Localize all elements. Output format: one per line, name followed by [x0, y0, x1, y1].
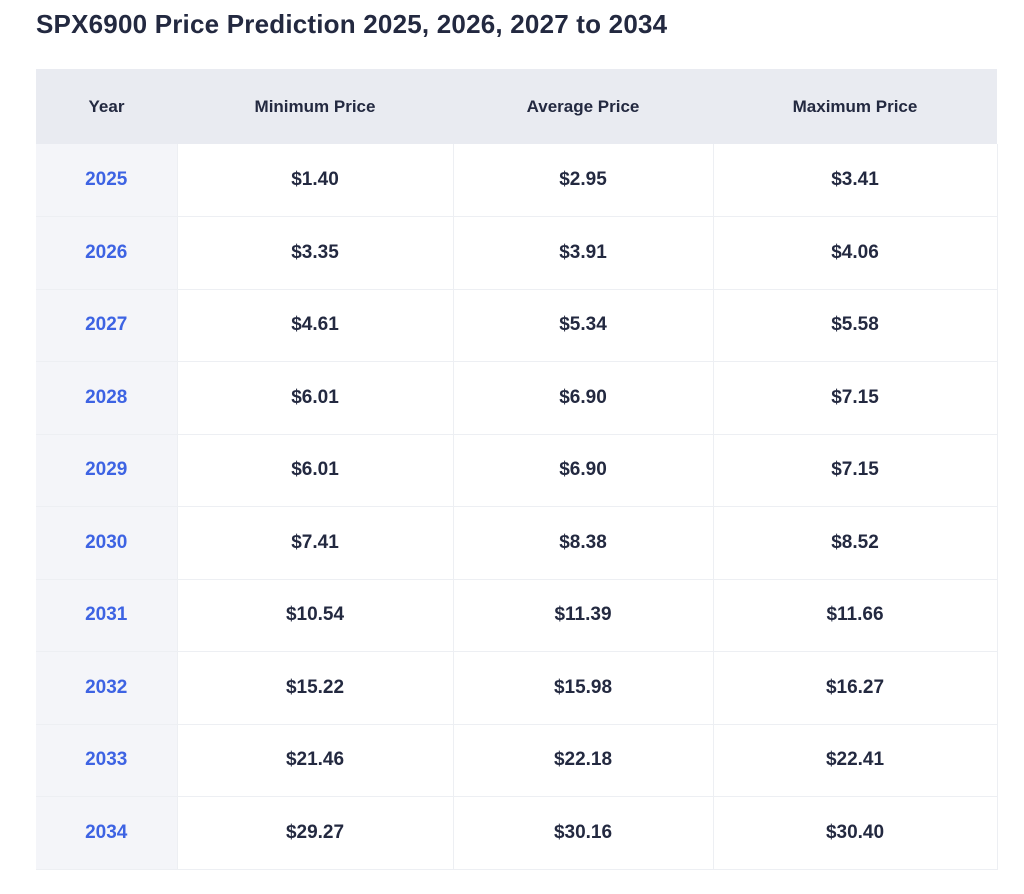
- year-cell: 2032: [36, 651, 178, 725]
- minimum-price-cell: $4.61: [176, 288, 454, 363]
- average-price-cell: $11.39: [452, 578, 714, 653]
- year-cell: 2028: [36, 361, 178, 435]
- table-row: 2030 $7.41 $8.38 $8.52: [36, 506, 998, 580]
- maximum-price-cell: $3.41: [712, 144, 998, 218]
- table-row: 2025 $1.40 $2.95 $3.41: [36, 144, 998, 218]
- year-link[interactable]: 2025: [85, 169, 128, 191]
- maximum-price-cell: $4.06: [712, 216, 998, 290]
- minimum-price-cell: $29.27: [176, 796, 454, 870]
- average-price-cell: $22.18: [452, 723, 714, 798]
- maximum-price-cell: $30.40: [712, 796, 998, 870]
- year-cell: 2033: [36, 723, 178, 798]
- average-price-cell: $2.95: [452, 144, 714, 218]
- maximum-price-cell: $7.15: [712, 361, 998, 435]
- year-cell: 2030: [36, 506, 178, 580]
- col-header-maximum: Maximum Price: [713, 69, 997, 145]
- average-price-cell: $6.90: [452, 433, 714, 508]
- maximum-price-cell: $16.27: [712, 651, 998, 725]
- minimum-price-cell: $10.54: [176, 578, 454, 653]
- table-row: 2031 $10.54 $11.39 $11.66: [36, 578, 998, 653]
- year-link[interactable]: 2026: [85, 241, 128, 263]
- table-row: 2029 $6.01 $6.90 $7.15: [36, 433, 998, 508]
- year-cell: 2031: [36, 578, 178, 653]
- table-row: 2026 $3.35 $3.91 $4.06: [36, 216, 998, 290]
- minimum-price-cell: $6.01: [176, 361, 454, 435]
- year-link[interactable]: 2033: [85, 749, 128, 771]
- table-row: 2034 $29.27 $30.16 $30.40: [36, 796, 998, 870]
- year-link[interactable]: 2029: [85, 459, 128, 481]
- table-row: 2027 $4.61 $5.34 $5.58: [36, 288, 998, 363]
- year-link[interactable]: 2031: [85, 604, 128, 626]
- year-link[interactable]: 2034: [85, 821, 128, 843]
- minimum-price-cell: $3.35: [176, 216, 454, 290]
- minimum-price-cell: $6.01: [176, 433, 454, 508]
- year-link[interactable]: 2027: [85, 314, 128, 336]
- year-cell: 2029: [36, 433, 178, 508]
- table-row: 2028 $6.01 $6.90 $7.15: [36, 361, 998, 435]
- maximum-price-cell: $5.58: [712, 288, 998, 363]
- maximum-price-cell: $22.41: [712, 723, 998, 798]
- average-price-cell: $8.38: [452, 506, 714, 580]
- table-body: 2025 $1.40 $2.95 $3.41 2026 $3.35 $3.91 …: [36, 144, 998, 870]
- year-cell: 2026: [36, 216, 178, 290]
- year-cell: 2034: [36, 796, 178, 870]
- maximum-price-cell: $11.66: [712, 578, 998, 653]
- minimum-price-cell: $21.46: [176, 723, 454, 798]
- col-header-average: Average Price: [453, 69, 713, 145]
- maximum-price-cell: $8.52: [712, 506, 998, 580]
- price-prediction-table: Year Minimum Price Average Price Maximum…: [36, 69, 998, 870]
- year-link[interactable]: 2032: [85, 676, 128, 698]
- average-price-cell: $6.90: [452, 361, 714, 435]
- average-price-cell: $30.16: [452, 796, 714, 870]
- table-row: 2033 $21.46 $22.18 $22.41: [36, 723, 998, 798]
- average-price-cell: $15.98: [452, 651, 714, 725]
- year-cell: 2027: [36, 288, 178, 363]
- average-price-cell: $5.34: [452, 288, 714, 363]
- average-price-cell: $3.91: [452, 216, 714, 290]
- minimum-price-cell: $7.41: [176, 506, 454, 580]
- maximum-price-cell: $7.15: [712, 433, 998, 508]
- year-link[interactable]: 2030: [85, 531, 128, 553]
- year-cell: 2025: [36, 144, 178, 218]
- page-title: SPX6900 Price Prediction 2025, 2026, 202…: [36, 9, 668, 39]
- year-link[interactable]: 2028: [85, 386, 128, 408]
- table-header-row: Year Minimum Price Average Price Maximum…: [36, 69, 997, 145]
- table-row: 2032 $15.22 $15.98 $16.27: [36, 651, 998, 725]
- col-header-minimum: Minimum Price: [177, 69, 453, 145]
- minimum-price-cell: $1.40: [176, 144, 454, 218]
- col-header-year: Year: [36, 69, 177, 145]
- minimum-price-cell: $15.22: [176, 651, 454, 725]
